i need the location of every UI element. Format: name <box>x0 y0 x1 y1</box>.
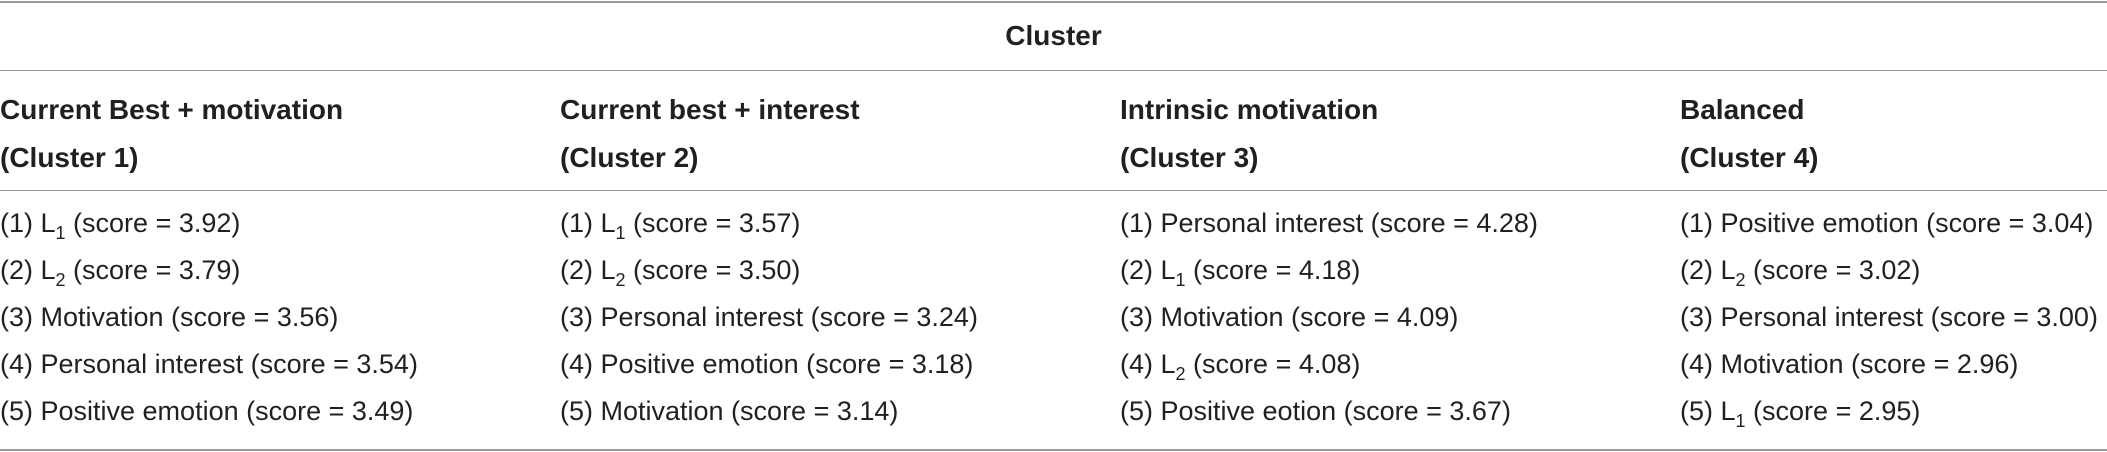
column-rows: (1) Personal interest (score = 4.28) (2)… <box>1120 200 1538 435</box>
table-row: (1) L1 (score = 3.92) <box>0 208 241 243</box>
header-rule <box>0 190 2107 191</box>
column-header: Current best + interest (Cluster 2) <box>560 86 860 182</box>
column-header: Balanced (Cluster 4) <box>1680 86 1818 182</box>
table-row: (3) Personal interest (score = 3.24) <box>560 302 978 332</box>
table-row: (4) Positive emotion (score = 3.18) <box>560 349 974 379</box>
table-row: (1) L1 (score = 3.57) <box>560 208 801 243</box>
table-row: (5) L1 (score = 2.95) <box>1680 396 1921 431</box>
column-subtitle: (Cluster 2) <box>560 142 699 173</box>
table-row: (4) Personal interest (score = 3.54) <box>0 349 418 379</box>
table-row: (4) Motivation (score = 2.96) <box>1680 349 2019 379</box>
column-subtitle: (Cluster 4) <box>1680 142 1819 173</box>
column-rows: (1) L1 (score = 3.57) (2) L2 (score = 3.… <box>560 200 978 435</box>
table-row: (2) L2 (score = 3.02) <box>1680 255 1921 290</box>
column-title: Current Best + motivation <box>0 94 344 125</box>
table-row: (1) Personal interest (score = 4.28) <box>1120 208 1538 238</box>
table-row: (4) L2 (score = 4.08) <box>1120 349 1361 384</box>
column-subtitle: (Cluster 3) <box>1120 142 1259 173</box>
column-title: Current best + interest <box>560 94 860 125</box>
column-rows: (1) Positive emotion (score = 3.04) (2) … <box>1680 200 2098 435</box>
table-row: (2) L1 (score = 4.18) <box>1120 255 1361 290</box>
column-cluster-1: Current Best + motivation (Cluster 1) (1… <box>0 0 560 452</box>
bottom-rule <box>0 449 2107 451</box>
column-header: Intrinsic motivation (Cluster 3) <box>1120 86 1378 182</box>
table-row: (1) Positive emotion (score = 3.04) <box>1680 208 2094 238</box>
table-row: (3) Motivation (score = 4.09) <box>1120 302 1459 332</box>
column-title: Intrinsic motivation <box>1120 94 1379 125</box>
table-row: (2) L2 (score = 3.50) <box>560 255 801 290</box>
column-rows: (1) L1 (score = 3.92) (2) L2 (score = 3.… <box>0 200 418 435</box>
table-row: (2) L2 (score = 3.79) <box>0 255 241 290</box>
column-subtitle: (Cluster 1) <box>0 142 139 173</box>
top-rule <box>0 1 2107 3</box>
table-row: (5) Positive eotion (score = 3.67) <box>1120 396 1511 426</box>
column-cluster-4: Balanced (Cluster 4) (1) Positive emotio… <box>1680 0 2107 452</box>
column-cluster-3: Intrinsic motivation (Cluster 3) (1) Per… <box>1120 0 1680 452</box>
column-cluster-2: Current best + interest (Cluster 2) (1) … <box>560 0 1120 452</box>
table-caption: Cluster <box>1005 20 1102 51</box>
caption-rule <box>0 70 2107 71</box>
table-row: (5) Motivation (score = 3.14) <box>560 396 899 426</box>
column-header: Current Best + motivation (Cluster 1) <box>0 86 343 182</box>
table-row: (3) Personal interest (score = 3.00) <box>1680 302 2098 332</box>
table-row: (5) Positive emotion (score = 3.49) <box>0 396 414 426</box>
table-row: (3) Motivation (score = 3.56) <box>0 302 339 332</box>
column-title: Balanced <box>1680 94 1805 125</box>
